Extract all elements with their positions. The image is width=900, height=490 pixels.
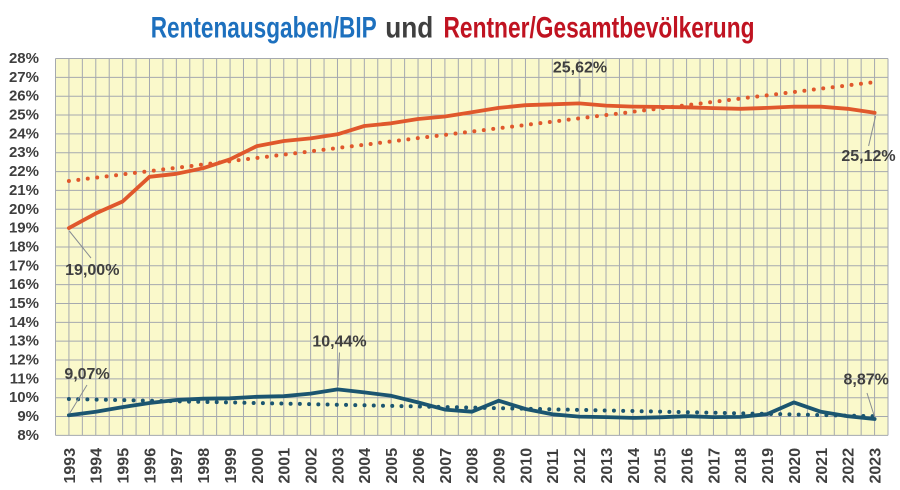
svg-text:20%: 20% (9, 201, 39, 218)
svg-text:27%: 27% (9, 69, 39, 86)
svg-text:19,00%: 19,00% (65, 262, 119, 279)
svg-text:2011: 2011 (545, 449, 562, 484)
svg-text:2017: 2017 (706, 448, 723, 484)
svg-text:9,07%: 9,07% (64, 366, 109, 383)
svg-text:2018: 2018 (733, 448, 750, 484)
svg-text:12%: 12% (9, 352, 39, 369)
svg-text:1998: 1998 (196, 448, 213, 484)
svg-text:25%: 25% (9, 107, 39, 124)
svg-text:21%: 21% (9, 182, 39, 199)
svg-text:2012: 2012 (572, 448, 589, 484)
svg-text:2022: 2022 (841, 448, 858, 484)
svg-text:1993: 1993 (62, 448, 79, 484)
svg-text:1997: 1997 (169, 448, 186, 484)
svg-text:2004: 2004 (357, 448, 374, 484)
svg-text:8,87%: 8,87% (844, 372, 889, 389)
svg-text:18%: 18% (9, 238, 39, 255)
svg-text:1999: 1999 (223, 448, 240, 484)
svg-text:25,62%: 25,62% (553, 60, 607, 77)
svg-text:1995: 1995 (116, 448, 133, 484)
svg-text:2015: 2015 (653, 448, 670, 484)
svg-text:2021: 2021 (814, 448, 831, 484)
svg-text:2008: 2008 (465, 448, 482, 484)
svg-text:2007: 2007 (438, 448, 455, 484)
svg-text:23%: 23% (9, 144, 39, 161)
svg-text:2020: 2020 (787, 448, 804, 484)
svg-text:2016: 2016 (680, 448, 697, 484)
svg-text:15%: 15% (9, 295, 39, 312)
svg-text:25,12%: 25,12% (841, 148, 895, 165)
svg-text:24%: 24% (9, 125, 39, 142)
svg-text:2009: 2009 (492, 448, 509, 484)
svg-text:2023: 2023 (868, 448, 885, 484)
svg-text:14%: 14% (9, 314, 39, 331)
svg-text:2014: 2014 (626, 448, 643, 484)
svg-text:2002: 2002 (304, 448, 321, 484)
svg-text:17%: 17% (9, 257, 39, 274)
svg-text:2003: 2003 (330, 448, 347, 484)
svg-text:2000: 2000 (250, 448, 267, 484)
svg-text:2006: 2006 (411, 448, 428, 484)
svg-text:16%: 16% (9, 276, 39, 293)
svg-text:2001: 2001 (277, 448, 294, 484)
svg-text:22%: 22% (9, 163, 39, 180)
svg-text:10,44%: 10,44% (312, 334, 366, 351)
svg-text:13%: 13% (9, 333, 39, 350)
svg-text:19%: 19% (9, 220, 39, 237)
svg-text:9%: 9% (17, 408, 39, 425)
svg-text:8%: 8% (17, 427, 39, 444)
svg-text:2019: 2019 (760, 448, 777, 484)
svg-text:26%: 26% (9, 88, 39, 105)
svg-text:2005: 2005 (384, 448, 401, 484)
svg-text:1994: 1994 (89, 448, 106, 484)
svg-text:2013: 2013 (599, 448, 616, 484)
svg-text:2010: 2010 (518, 448, 535, 484)
svg-text:11%: 11% (10, 370, 39, 387)
svg-text:1996: 1996 (142, 448, 159, 484)
svg-text:28%: 28% (9, 50, 39, 67)
svg-text:10%: 10% (9, 389, 39, 406)
